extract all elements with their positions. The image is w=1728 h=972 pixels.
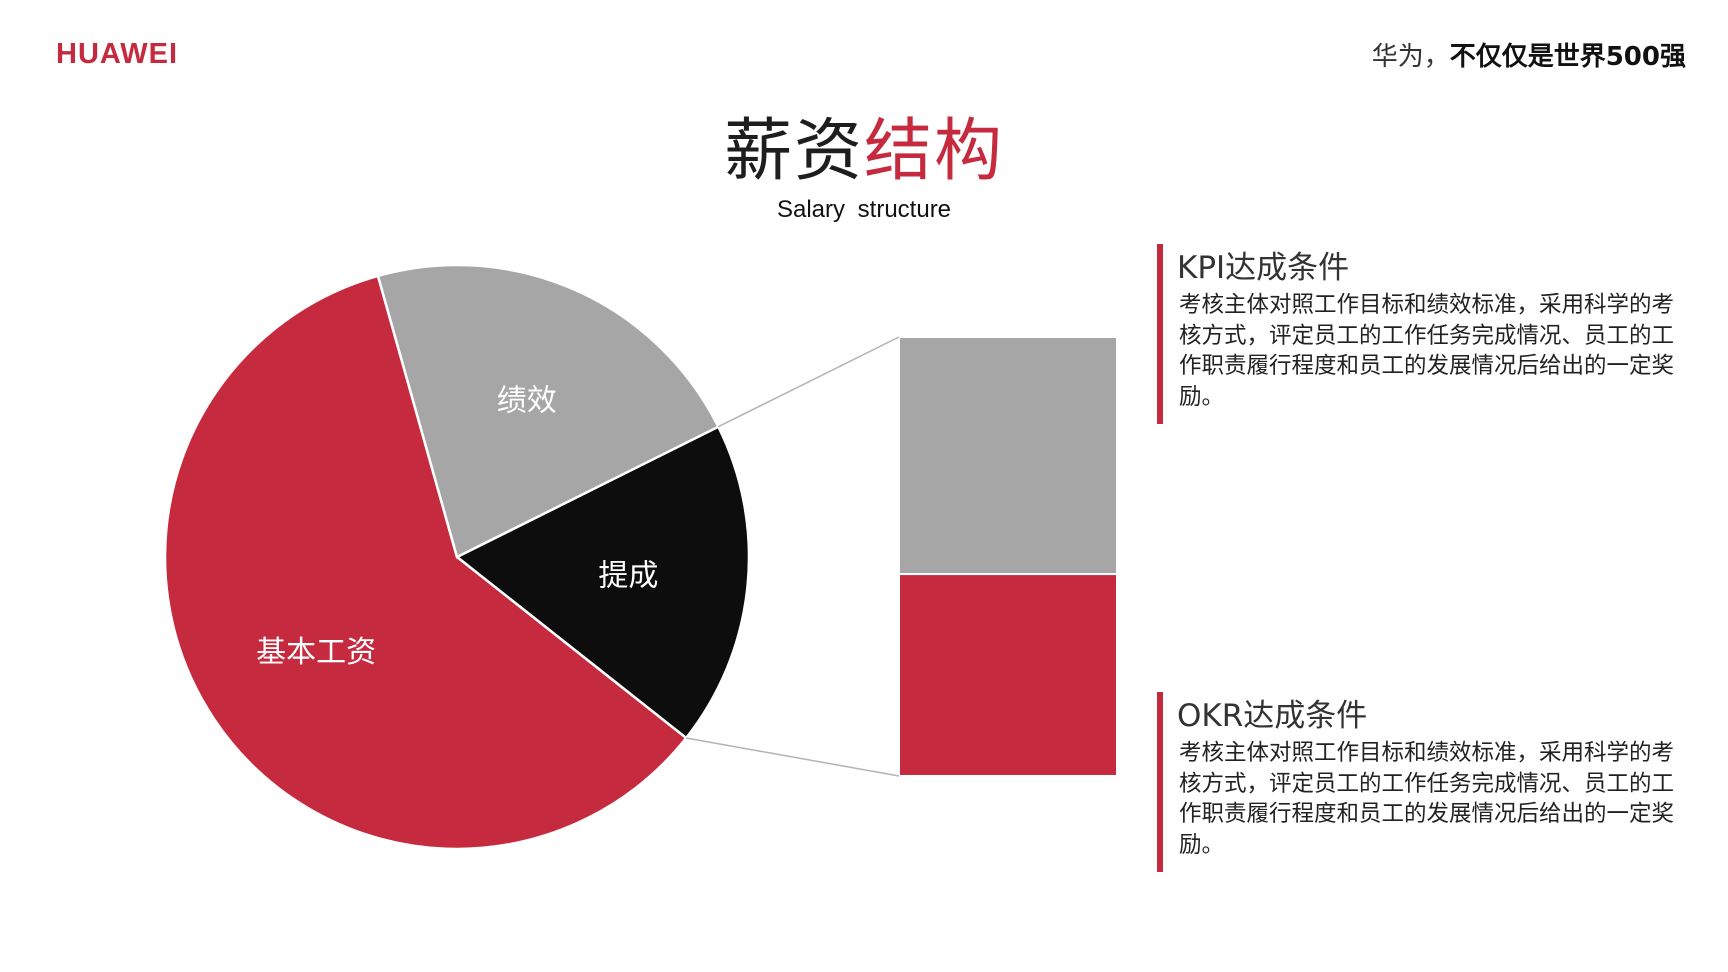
title-part-red: 结构 xyxy=(864,112,1005,191)
pie-slice-基本工资 xyxy=(163,274,688,851)
page-title: 薪资结构 xyxy=(0,108,1728,196)
connector-line-1 xyxy=(717,336,900,428)
breakout-segment-2 xyxy=(898,573,1118,777)
slogan: 华为，不仅仅是世界500强 xyxy=(1372,36,1686,73)
pie-label-基本工资: 基本工资 xyxy=(256,635,376,670)
huawei-logo: HUAWEI xyxy=(56,38,178,70)
pie-label-绩效: 绩效 xyxy=(497,384,557,419)
okr-body: 考核主体对照工作目标和绩效标准，采用科学的考核方式，评定员工的工作任务完成情况、… xyxy=(1179,740,1675,858)
kpi-heading: KPI达成条件 xyxy=(1177,250,1350,286)
page-subtitle: Salary structure xyxy=(776,196,952,223)
pie-slice-绩效 xyxy=(376,263,720,559)
pie-slice-提成 xyxy=(454,425,751,740)
connector-line-2 xyxy=(686,737,900,777)
breakout-segment-1 xyxy=(898,336,1118,576)
okr-card: OKR达成条件 考核主体对照工作目标和绩效标准，采用科学的考核方式，评定员工的工… xyxy=(1157,692,1677,872)
slogan-bold: 不仅仅是世界500强 xyxy=(1449,42,1686,72)
title-part-black: 薪资 xyxy=(723,112,864,191)
okr-heading: OKR达成条件 xyxy=(1177,698,1368,734)
kpi-body: 考核主体对照工作目标和绩效标准，采用科学的考核方式，评定员工的工作任务完成情况、… xyxy=(1179,292,1675,410)
pie-label-提成: 提成 xyxy=(598,559,658,594)
kpi-accent-bar xyxy=(1157,244,1163,424)
slogan-normal: 华为， xyxy=(1371,42,1450,72)
okr-accent-bar xyxy=(1157,692,1163,872)
kpi-card: KPI达成条件 考核主体对照工作目标和绩效标准，采用科学的考核方式，评定员工的工… xyxy=(1157,244,1677,424)
